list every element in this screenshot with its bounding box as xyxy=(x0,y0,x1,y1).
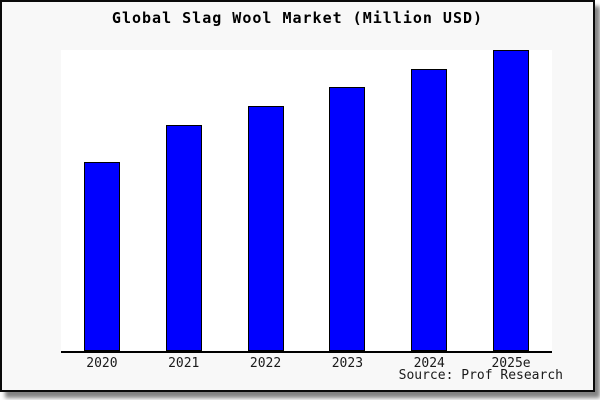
bar-slot-2025e xyxy=(470,50,552,351)
bar-slot-2021 xyxy=(143,50,225,351)
bar-slot-2020 xyxy=(61,50,143,351)
chart-card: Global Slag Wool Market (Million USD) 20… xyxy=(0,0,595,392)
x-axis-labels: 2020 2021 2022 2023 2024 2025e xyxy=(61,356,552,371)
bar-slot-2023 xyxy=(306,50,388,351)
chart-title: Global Slag Wool Market (Million USD) xyxy=(111,9,484,27)
plot-area xyxy=(61,50,552,353)
bar-2024 xyxy=(411,69,448,351)
bar-2022 xyxy=(247,106,284,351)
bars-row xyxy=(61,50,552,351)
x-label-2020: 2020 xyxy=(86,356,118,371)
bar-2021 xyxy=(165,125,202,351)
source-note: Source: Prof Research xyxy=(398,368,563,383)
bar-2020 xyxy=(83,162,120,351)
bar-slot-2022 xyxy=(225,50,307,351)
x-label-2021: 2021 xyxy=(168,356,200,371)
bar-2025e xyxy=(493,50,530,351)
x-label-2023: 2023 xyxy=(331,356,364,371)
x-label-2024: 2024 xyxy=(413,356,445,371)
x-label-2025e: 2025e xyxy=(491,356,531,371)
bar-2023 xyxy=(329,87,366,351)
x-label-2022: 2022 xyxy=(249,356,282,371)
bar-slot-2024 xyxy=(388,50,470,351)
